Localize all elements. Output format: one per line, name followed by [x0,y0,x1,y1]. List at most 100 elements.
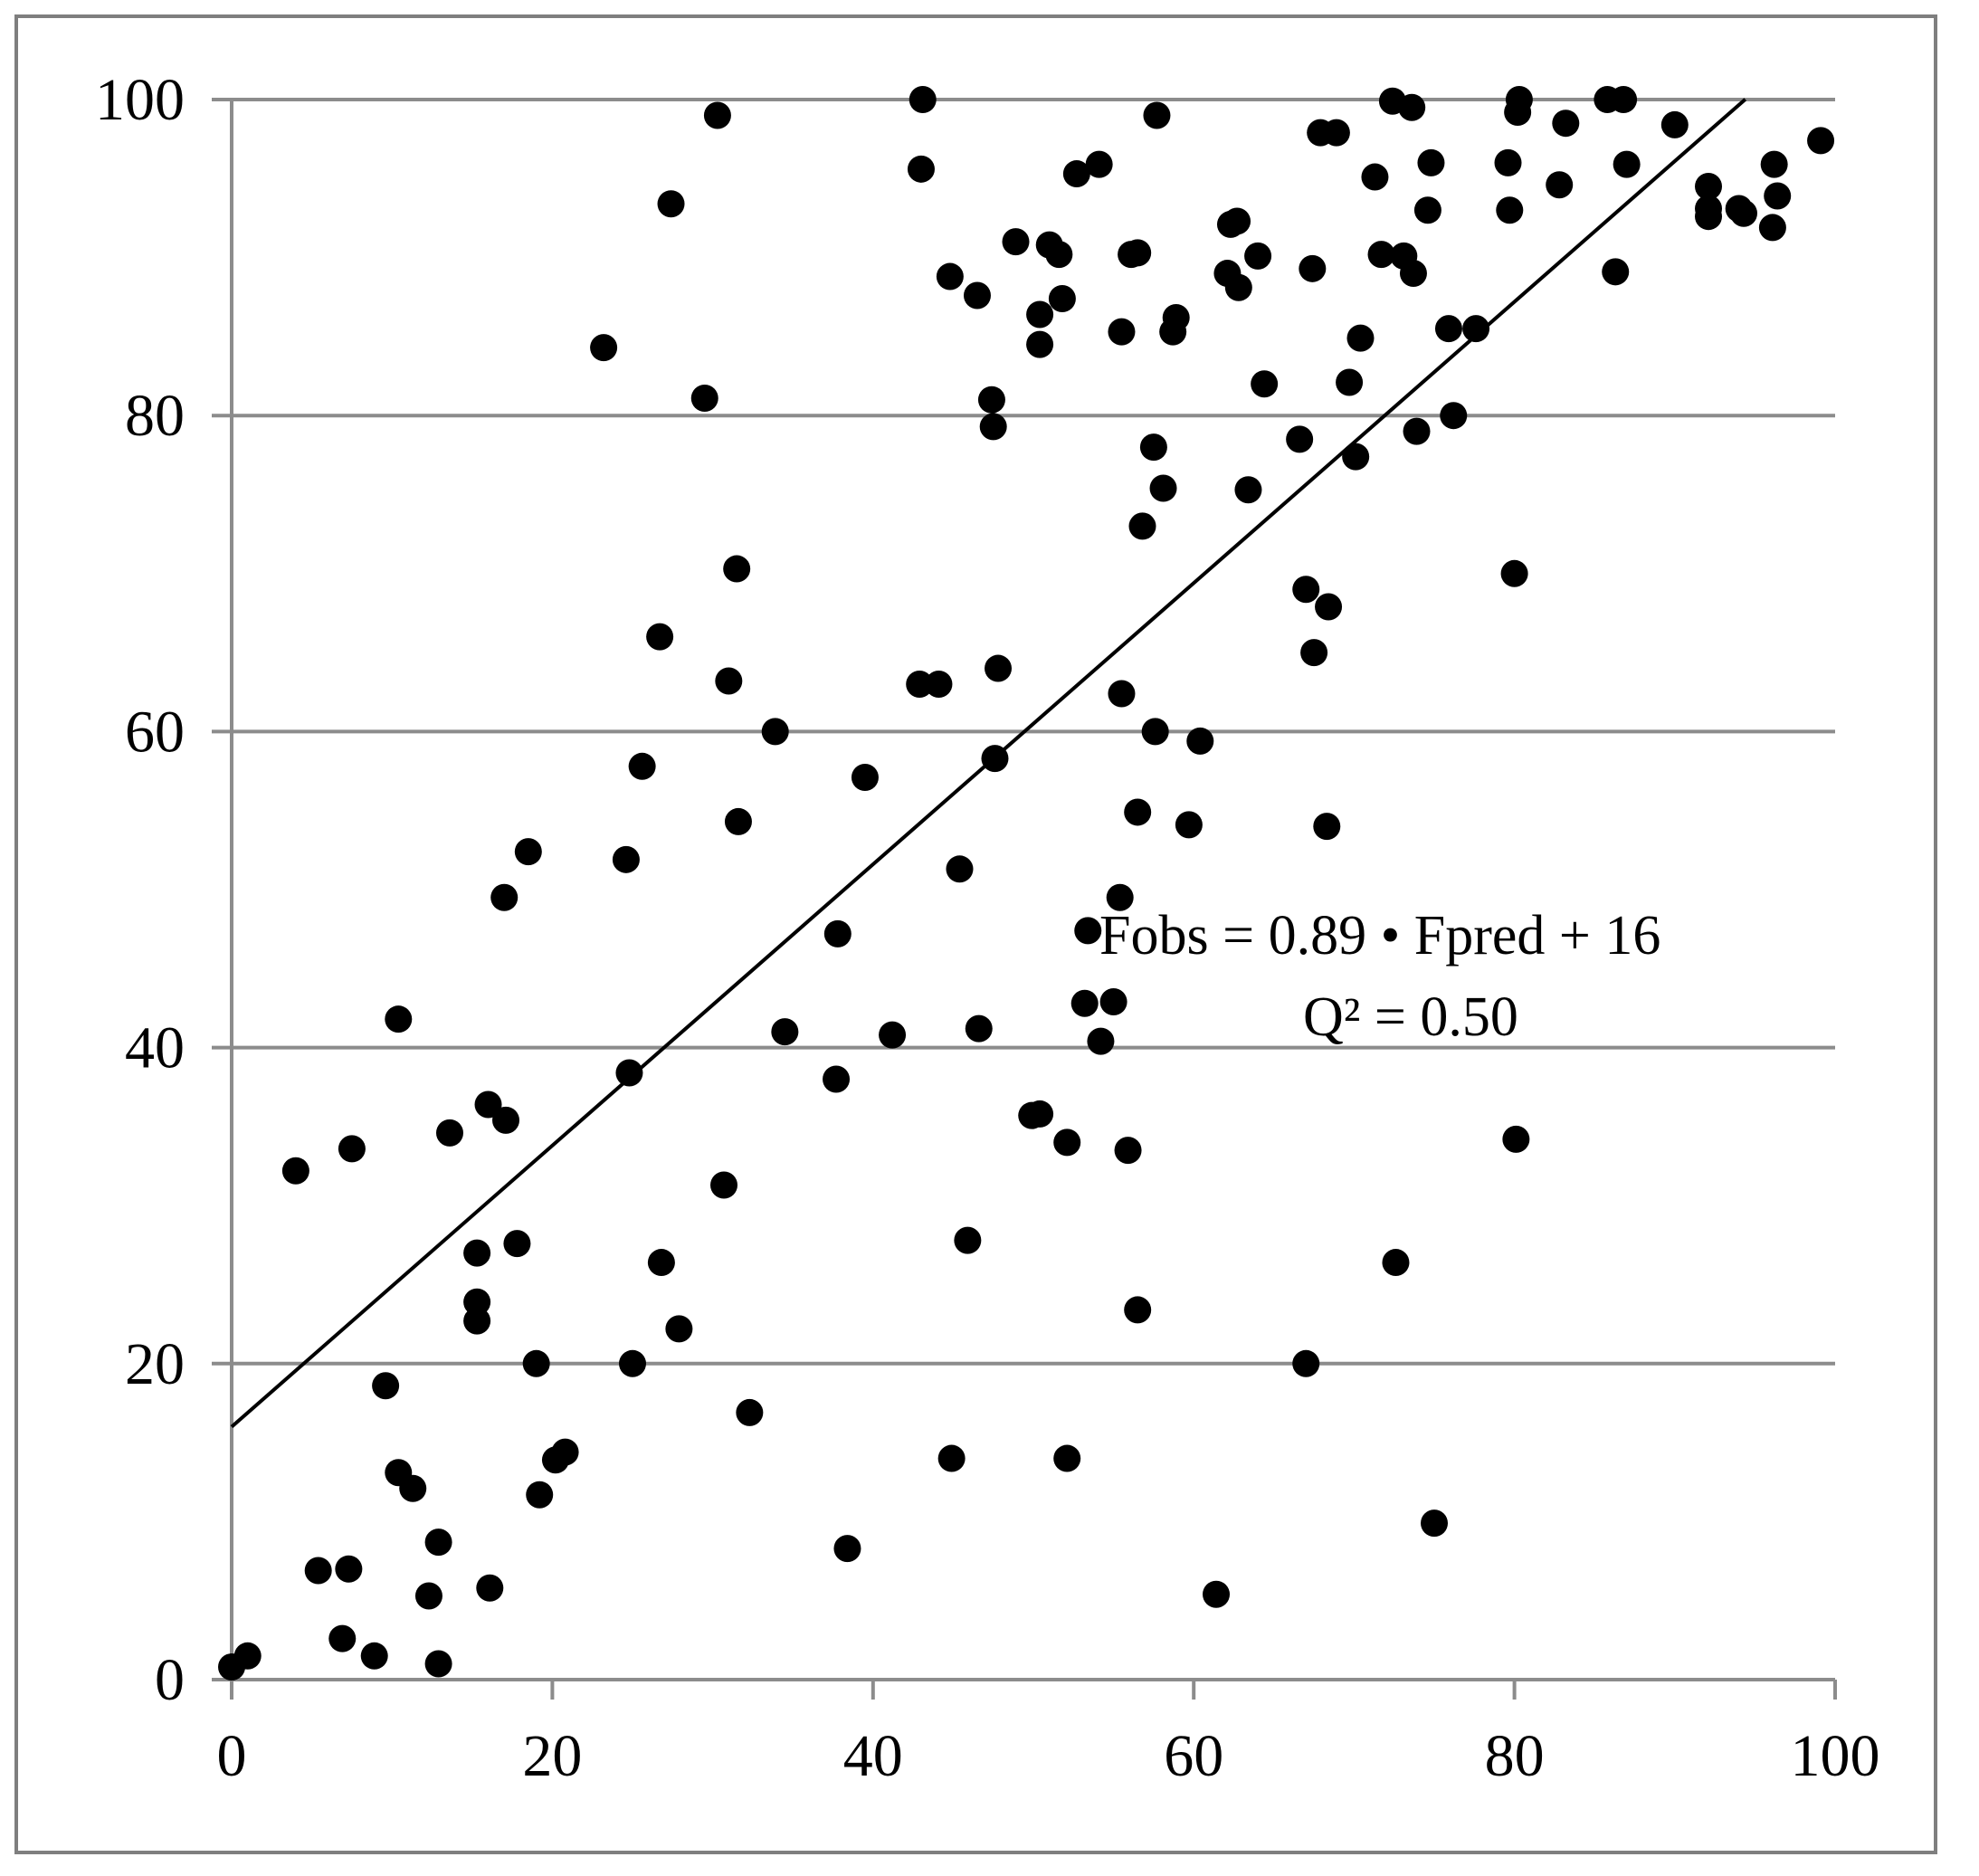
q2-label: Q² = 0.50 [1303,986,1518,1048]
data-point [1070,989,1099,1017]
data-point [1085,150,1113,178]
data-point [715,667,743,695]
data-point [424,1528,452,1557]
data-point [328,1624,357,1652]
data-point [1336,368,1364,396]
data-point [1108,318,1136,346]
data-point [1203,1580,1231,1608]
data-point [233,1642,262,1670]
data-point [761,718,789,746]
data-point [463,1288,491,1316]
data-point [771,1018,799,1046]
data-point [851,764,879,792]
data-point [424,1650,452,1678]
data-point [476,1574,504,1602]
x-tick-label-100: 100 [1791,1723,1880,1789]
data-point [1074,917,1102,945]
data-point [1313,813,1341,841]
data-point [1440,402,1468,430]
data-point [1399,260,1427,288]
y-tick-label-20: 20 [125,1331,185,1397]
equation-label: Fobs = 0.89 • Fpred + 16 [1099,905,1660,967]
data-point [463,1239,491,1267]
data-point [724,807,752,835]
data-point [665,1315,693,1343]
data-point [1610,86,1638,113]
data-point [1660,110,1689,138]
data-point [1417,148,1445,176]
data-point [1807,127,1835,155]
data-point [1434,315,1462,343]
data-point [925,671,953,699]
data-point [1398,93,1426,121]
data-point [1361,163,1389,191]
data-point [1421,1509,1448,1538]
data-point [372,1372,400,1400]
data-point [1322,119,1350,147]
data-point [526,1481,554,1509]
data-point [909,86,937,113]
x-tick-label-60: 60 [1164,1723,1223,1789]
data-point [977,386,1005,414]
data-point [1149,474,1177,502]
data-point [703,101,731,129]
data-point [1099,987,1127,1015]
data-point [1186,727,1214,755]
y-tick-label-60: 60 [125,699,185,765]
data-point [1613,150,1641,178]
data-point [1552,110,1580,138]
data-point [1760,150,1788,178]
data-point [1128,512,1156,540]
data-point [414,1582,442,1610]
data-point [657,190,685,218]
data-point [1413,196,1441,224]
data-point [1223,207,1251,235]
data-point [823,919,852,948]
data-point [646,623,674,651]
data-point [1234,476,1262,504]
data-point [335,1555,363,1583]
data-point [399,1474,427,1502]
data-point [1124,1296,1152,1324]
data-point [514,838,542,866]
data-point [979,413,1007,441]
data-point [946,855,974,883]
data-point [1462,315,1490,343]
data-point [1494,148,1522,176]
data-point [1114,1137,1142,1165]
data-point [1299,254,1327,282]
tick-labels: 0 20 40 60 80 100 0 20 40 60 80 100 [95,67,1880,1789]
data-point [1124,239,1152,267]
annotations: Fobs = 0.89 • Fpred + 16 Q² = 0.50 [1099,905,1660,1048]
data-point [1602,258,1630,286]
data-point [435,1119,463,1147]
data-point [474,1090,502,1119]
data-point [1162,303,1190,331]
data-point [1124,798,1152,826]
data-point [1382,1249,1410,1277]
data-point [1251,370,1279,398]
data-point [1403,417,1431,445]
data-point [1244,242,1272,270]
data-point [1026,1100,1054,1128]
data-point [1108,680,1136,708]
data-point [1367,241,1395,269]
data-point [985,654,1013,682]
data-point [503,1230,531,1258]
data-point [1224,273,1252,301]
data-point [1048,284,1076,312]
data-point [823,1065,851,1093]
scatter-plot: 0 20 40 60 80 100 0 20 40 60 80 100 Fobs = 0.89 • F… [95,67,1880,1789]
data-point [981,745,1009,773]
data-point [612,845,640,873]
data-point [1300,639,1328,667]
data-point [907,155,935,183]
data-point [1346,324,1375,352]
x-tick-label-40: 40 [843,1723,903,1789]
data-point [1002,228,1030,256]
data-point [736,1398,764,1426]
data-point [619,1349,646,1377]
data-point [1342,443,1370,471]
y-tick-label-100: 100 [95,67,185,133]
data-point [1106,883,1134,911]
